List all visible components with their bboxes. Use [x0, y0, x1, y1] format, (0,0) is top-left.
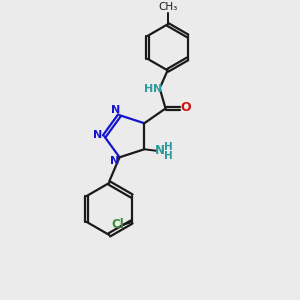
Text: CH₃: CH₃ [158, 2, 177, 12]
Text: Cl: Cl [111, 218, 124, 231]
Text: H: H [164, 151, 172, 161]
Text: N: N [111, 105, 121, 115]
Text: N: N [93, 130, 102, 140]
Text: N: N [153, 84, 162, 94]
Text: H: H [164, 142, 172, 152]
Text: O: O [180, 101, 191, 114]
Text: N: N [154, 144, 165, 157]
Text: N: N [110, 156, 119, 166]
Text: H: H [144, 84, 154, 94]
